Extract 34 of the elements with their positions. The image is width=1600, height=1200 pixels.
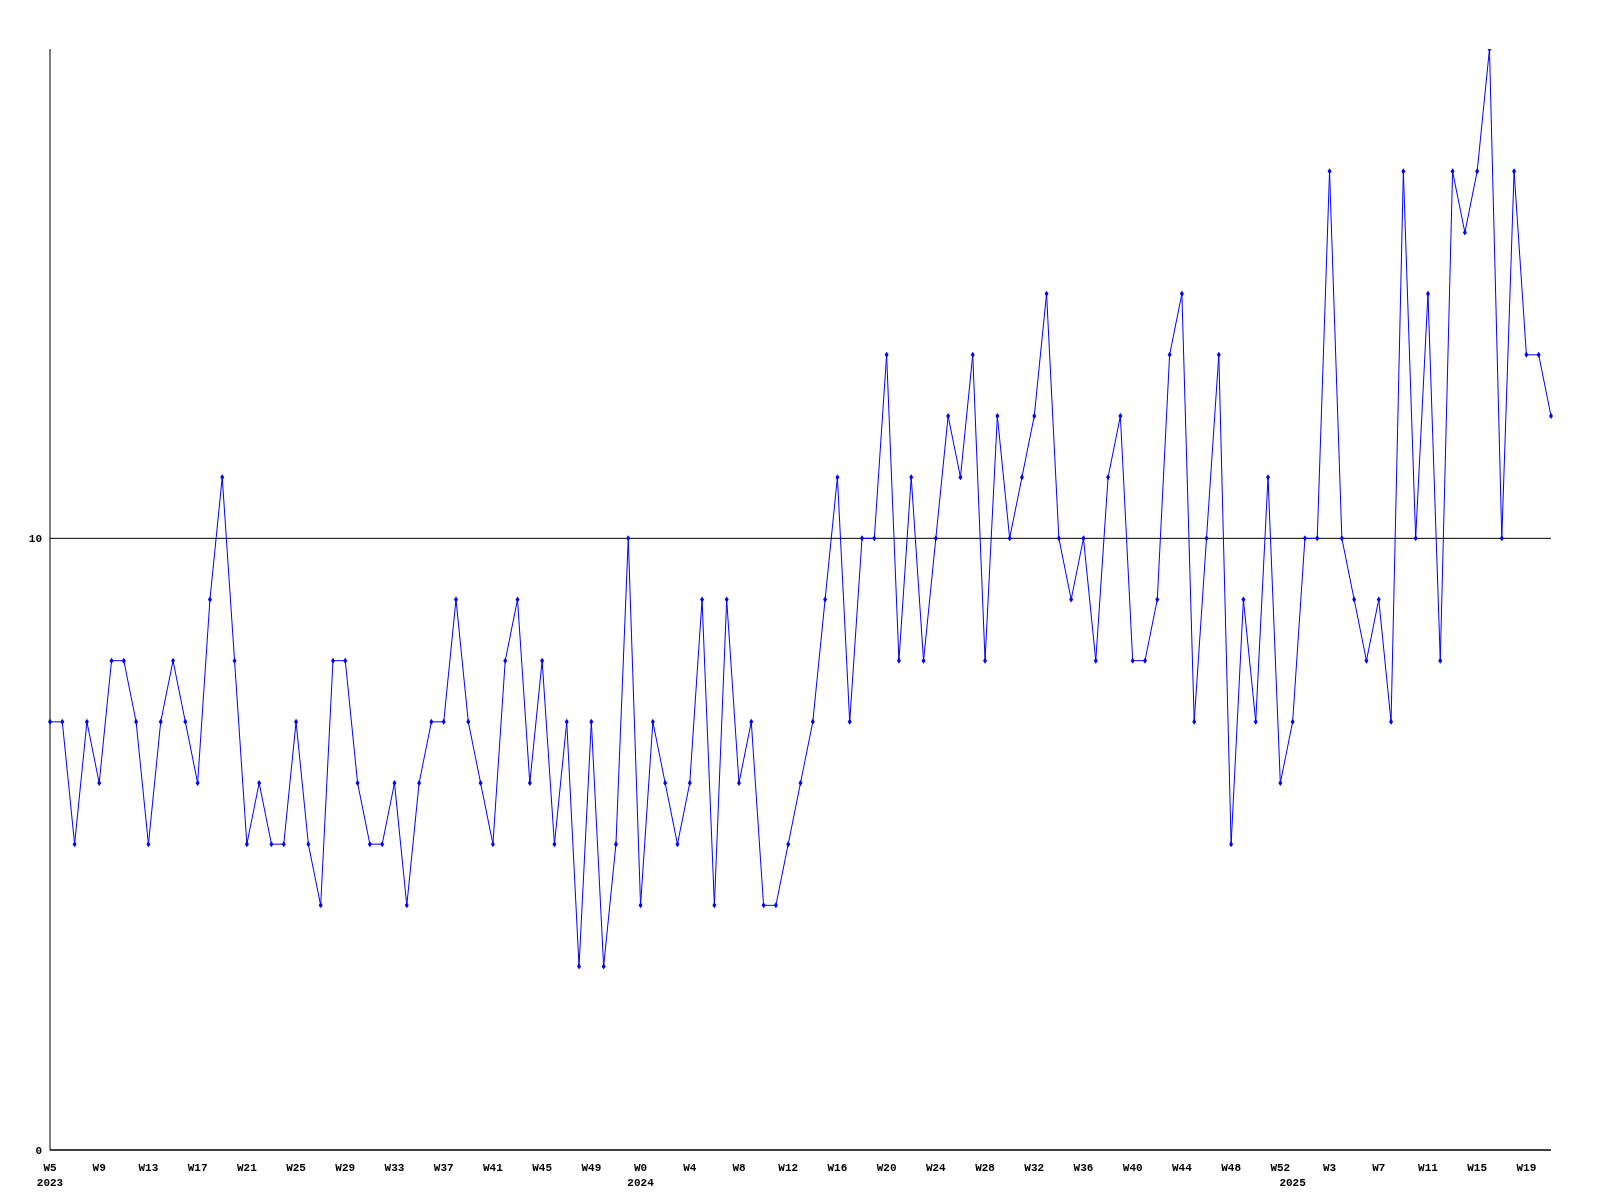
x-tick-label: W33 xyxy=(384,1162,405,1174)
x-tick-label: W40 xyxy=(1122,1162,1143,1174)
x-tick-label: W15 xyxy=(1467,1162,1488,1174)
x-tick-label: W12 xyxy=(778,1162,799,1174)
x-tick-label: W8 xyxy=(732,1162,746,1174)
x-tick-label: W52 xyxy=(1270,1162,1291,1174)
x-tick-label: W0 2024 xyxy=(627,1162,655,1189)
x-tick-label: W17 xyxy=(187,1162,208,1174)
x-tick-label: W37 xyxy=(433,1162,454,1174)
x-tick-label: W41 xyxy=(483,1162,504,1174)
x-tick-label: W25 xyxy=(286,1162,307,1174)
x-tick-label: W9 xyxy=(92,1162,106,1174)
x-tick-label: W44 xyxy=(1172,1162,1193,1174)
x-tick-label: W28 xyxy=(975,1162,996,1174)
x-tick-label: W7 xyxy=(1372,1162,1386,1174)
x-tick-label: 2025 xyxy=(1279,1177,1307,1189)
x-tick-label: W24 xyxy=(925,1162,947,1174)
x-tick-label: W16 xyxy=(827,1162,848,1174)
x-tick-label: W48 xyxy=(1221,1162,1242,1174)
x-tick-label: W20 xyxy=(876,1162,897,1174)
x-tick-label: W4 xyxy=(683,1162,697,1174)
x-tick-label: W21 xyxy=(236,1162,258,1174)
x-tick-label: W3 xyxy=(1322,1162,1337,1174)
x-tick-label: W11 xyxy=(1418,1162,1439,1174)
x-tick-label: W5 2023 xyxy=(36,1162,64,1189)
x-tick-label: W45 xyxy=(532,1162,553,1174)
x-tick-label: W36 xyxy=(1073,1162,1094,1174)
x-tick-label: W29 xyxy=(335,1162,356,1174)
x-tick-label: W19 xyxy=(1516,1162,1537,1174)
x-tick-label: W32 xyxy=(1024,1162,1045,1174)
y-tick-label: 10 xyxy=(28,533,42,546)
y-tick-label: 0 xyxy=(35,1144,42,1157)
x-tick-label: W49 xyxy=(581,1162,602,1174)
x-tick-label: W13 xyxy=(138,1162,159,1174)
